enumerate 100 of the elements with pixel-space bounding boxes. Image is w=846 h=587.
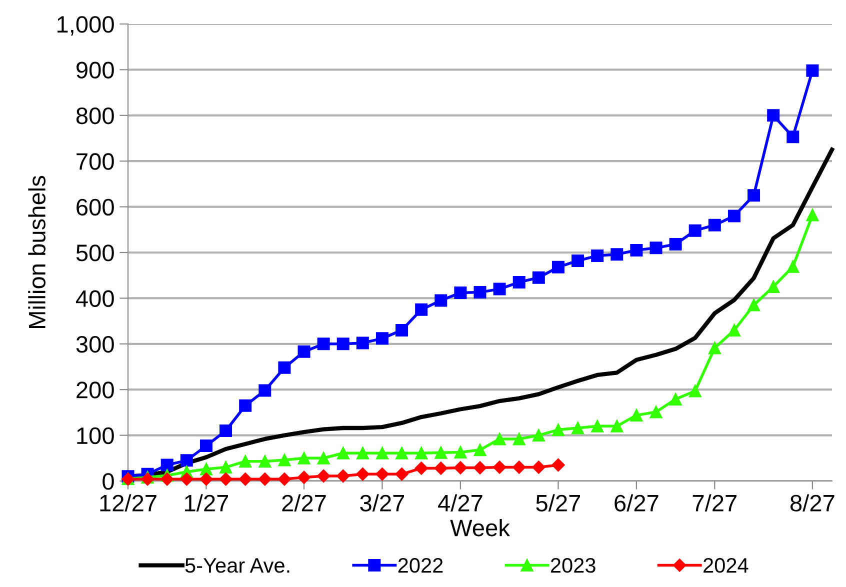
point xyxy=(356,446,369,460)
point xyxy=(258,384,272,397)
x-tick-label: 12/27 xyxy=(100,494,156,512)
point xyxy=(474,286,486,299)
y-tick-label: 200 xyxy=(76,382,114,398)
y-tick-label: 1,000 xyxy=(58,16,114,36)
point xyxy=(336,446,350,460)
point xyxy=(669,392,682,406)
point xyxy=(298,345,310,358)
point xyxy=(492,460,506,474)
point xyxy=(552,458,565,472)
point xyxy=(650,242,662,254)
point xyxy=(630,408,643,422)
point xyxy=(414,462,428,475)
point xyxy=(572,254,584,267)
point xyxy=(415,303,428,316)
legend-label: 2023 xyxy=(550,558,596,573)
point xyxy=(140,472,154,486)
legend-label: 2022 xyxy=(398,558,443,573)
point xyxy=(669,238,682,251)
point xyxy=(708,342,721,354)
point xyxy=(454,461,468,474)
point xyxy=(415,446,428,460)
point xyxy=(316,469,330,483)
point xyxy=(258,455,272,468)
x-tick-label: 1/27 xyxy=(185,494,228,512)
point xyxy=(160,472,174,486)
point xyxy=(552,424,564,436)
point xyxy=(356,336,369,350)
y-tick-label: 700 xyxy=(76,153,114,170)
point xyxy=(572,422,584,434)
point xyxy=(493,282,506,296)
x-tick-label: 4/27 xyxy=(438,494,482,512)
x-tick-label: 6/27 xyxy=(614,494,658,512)
y-tick-label: 100 xyxy=(77,427,114,444)
point xyxy=(473,461,487,474)
point xyxy=(728,324,740,336)
point xyxy=(219,472,232,486)
y-tick-label: 0 xyxy=(102,473,114,490)
point xyxy=(200,472,213,486)
y-tick-label: 800 xyxy=(76,107,114,124)
point xyxy=(532,460,546,474)
point xyxy=(708,218,721,232)
point xyxy=(806,208,819,222)
point xyxy=(610,420,624,432)
point xyxy=(454,446,467,458)
x-tick-label: 3/27 xyxy=(360,494,404,512)
point xyxy=(239,455,252,468)
point xyxy=(376,468,389,481)
point xyxy=(180,454,193,467)
x-tick-label: 2/27 xyxy=(282,494,326,512)
y-tick-label: 600 xyxy=(76,198,114,216)
point xyxy=(376,446,388,460)
point xyxy=(748,298,760,312)
point xyxy=(591,249,604,262)
point xyxy=(396,446,408,460)
y-tick-label: 500 xyxy=(76,244,114,262)
point xyxy=(200,462,212,476)
point xyxy=(591,420,604,432)
point xyxy=(396,324,408,336)
point xyxy=(220,461,232,474)
point xyxy=(512,432,526,446)
legend-label: 5-Year Ave. xyxy=(185,558,290,573)
point xyxy=(336,469,350,483)
point xyxy=(650,406,662,418)
point xyxy=(806,64,819,77)
point xyxy=(532,271,545,284)
point xyxy=(160,458,174,472)
y-tick-label: 300 xyxy=(76,336,114,353)
legend-label: 2024 xyxy=(704,558,748,573)
point xyxy=(298,452,310,464)
point xyxy=(512,276,526,288)
point xyxy=(786,130,800,144)
point xyxy=(278,361,291,374)
x-tick-label: 8/27 xyxy=(790,494,834,512)
point xyxy=(376,332,388,345)
point xyxy=(180,472,194,486)
point xyxy=(278,472,292,486)
point xyxy=(688,224,702,237)
point xyxy=(748,189,760,202)
x-tick-label: 5/27 xyxy=(536,494,580,512)
point xyxy=(220,424,232,437)
point xyxy=(552,260,564,274)
point xyxy=(454,286,467,299)
point xyxy=(786,260,800,273)
point xyxy=(728,210,740,222)
y-axis-title: Million bushels xyxy=(28,176,46,328)
point xyxy=(434,294,448,307)
point xyxy=(317,452,330,464)
point xyxy=(532,429,545,442)
point xyxy=(336,338,350,350)
y-tick-label: 900 xyxy=(76,62,114,78)
y-tick-label: 400 xyxy=(76,290,114,307)
point xyxy=(434,462,448,475)
point xyxy=(238,472,252,486)
point xyxy=(395,468,408,481)
point xyxy=(278,454,291,466)
point xyxy=(688,384,702,398)
point xyxy=(258,472,272,486)
point xyxy=(474,444,486,456)
